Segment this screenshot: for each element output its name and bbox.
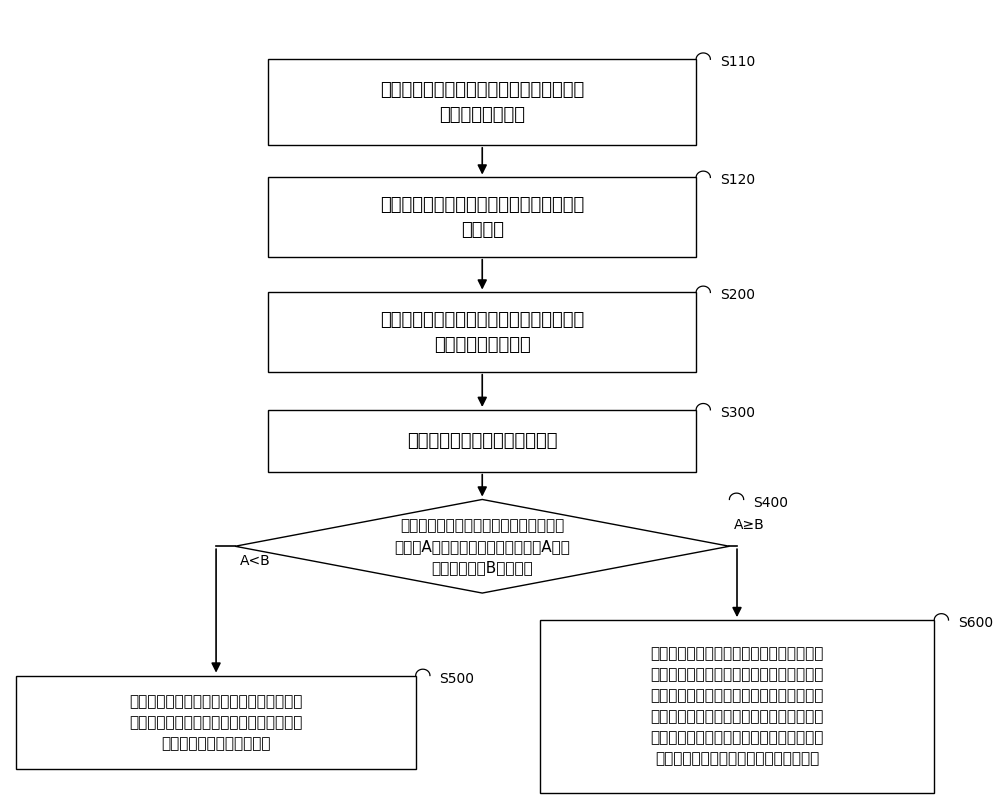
Text: S600: S600 [958, 616, 993, 630]
Text: 当本次保存的差分相移与当前系统差分相移
之差大于预设阈值时，将当前系统差分相移
更新为本次保存的差分相移: 当本次保存的差分相移与当前系统差分相移 之差大于预设阈值时，将当前系统差分相移 … [129, 694, 303, 751]
Bar [268, 59, 696, 145]
Text: S200: S200 [720, 288, 755, 303]
Text: 获得信噪比高于预设信噪比阈值的地物杂波
的距离库: 获得信噪比高于预设信噪比阈值的地物杂波 的距离库 [380, 195, 584, 239]
Text: S300: S300 [720, 406, 755, 420]
Text: S500: S500 [439, 671, 474, 686]
Text: S400: S400 [753, 495, 788, 509]
Text: A<B: A<B [240, 554, 271, 568]
Bar [16, 675, 416, 769]
Bar [268, 410, 696, 472]
Text: A≥B: A≥B [734, 518, 765, 532]
Text: S120: S120 [720, 174, 755, 187]
Text: 计算各距离库的差分相移，统计各距离库的
差分相移出现的频率: 计算各距离库的差分相移，统计各距离库的 差分相移出现的频率 [380, 311, 584, 353]
Bar [268, 178, 696, 257]
Text: 将出现频率最高的差分相移保存: 将出现频率最高的差分相移保存 [407, 432, 557, 449]
Text: S110: S110 [720, 56, 755, 69]
Text: 统计最近第一时长内保存的各差分相移的
标准差A，将本次统计得到的标准差A与预
设标准差门限B进行比较: 统计最近第一时长内保存的各差分相移的 标准差A，将本次统计得到的标准差A与预 设… [394, 518, 570, 575]
Text: 在双偏振雷达进行一次扫描后，计算回波中
地物杂波的信噪比: 在双偏振雷达进行一次扫描后，计算回波中 地物杂波的信噪比 [380, 81, 584, 123]
Bar [268, 292, 696, 372]
Polygon shape [235, 500, 729, 593]
Bar [540, 620, 934, 793]
Text: 将当前系统差分相移分别与最近第二时长内
保存的差分相移的最大值、最近第二时长内
保存的差分相移的最小值进行比较，如果当
前系统差分相移大于所述最大值或小于所述
: 将当前系统差分相移分别与最近第二时长内 保存的差分相移的最大值、最近第二时长内 … [650, 646, 824, 767]
